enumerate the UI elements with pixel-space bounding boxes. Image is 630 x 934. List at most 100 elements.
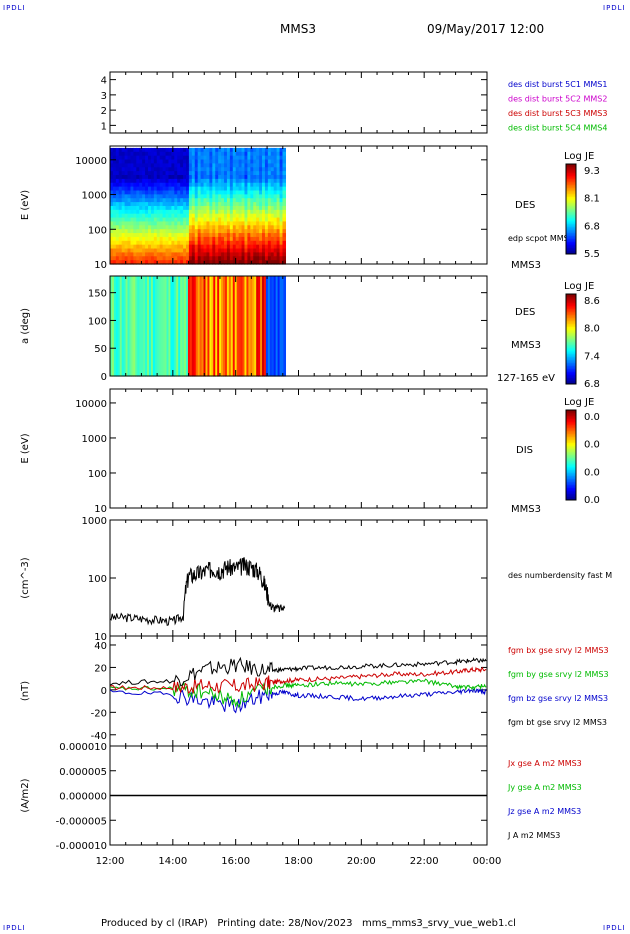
series-label: MMS3	[511, 340, 541, 351]
heatmap-cell	[203, 229, 208, 234]
heatmap-cell	[229, 202, 234, 207]
heatmap-cell	[200, 229, 205, 234]
x-axis: 12:00 14:00 16:00 18:00 20:00 22:00 00:00	[96, 856, 502, 867]
heatmap-cell	[226, 182, 231, 188]
heatmap-cell	[150, 175, 155, 180]
heatmap-cell	[121, 260, 126, 265]
heatmap-cell	[276, 236, 281, 242]
colorbar-cell	[566, 298, 576, 301]
heatmap-cell	[232, 182, 237, 188]
heatmap-cell	[256, 186, 260, 192]
heatmap-cell	[247, 240, 251, 246]
heatmap-cell	[264, 217, 269, 223]
colorbar-cell	[566, 422, 576, 424]
heatmap-cell	[206, 182, 210, 188]
heatmap-cell	[118, 221, 123, 226]
heatmap-cell	[229, 163, 234, 168]
colorbar-cell	[566, 352, 576, 355]
heatmap-cell	[171, 151, 175, 157]
heatmap-cell	[162, 178, 167, 184]
heatmap-cell	[177, 167, 181, 172]
heatmap-cell	[238, 175, 243, 180]
heatmap-cell	[156, 147, 161, 153]
colorbar-cell	[566, 413, 576, 415]
heatmap-cell	[191, 202, 196, 207]
heatmap-cell	[174, 244, 178, 250]
heatmap-cell	[235, 244, 240, 250]
heatmap-cell	[127, 190, 132, 195]
heatmap-cell	[166, 276, 170, 377]
heatmap-cell	[159, 190, 164, 195]
heatmap-cell	[279, 248, 284, 253]
heatmap-cell	[156, 276, 160, 377]
heatmap-cell	[203, 194, 208, 199]
heatmap-cell	[139, 209, 143, 215]
heatmap-cell	[130, 256, 134, 261]
colorbar-cell	[566, 483, 576, 486]
heatmap-cell	[226, 248, 231, 253]
heatmap-cell	[174, 205, 178, 211]
heatmap-cell	[273, 276, 277, 377]
heatmap-cell	[197, 213, 202, 219]
heatmap-cell	[174, 240, 178, 246]
heatmap-cell	[260, 276, 263, 377]
colorbar-cell	[566, 497, 576, 499]
heatmap-cell	[194, 155, 199, 161]
heatmap-cell	[241, 155, 246, 161]
heatmap-cell	[127, 217, 132, 223]
heatmap-cell	[177, 221, 181, 226]
heatmap-cell	[241, 194, 246, 199]
heatmap-cell	[259, 159, 263, 165]
heatmap-cell	[130, 229, 134, 234]
heatmap-cell	[250, 186, 254, 192]
heatmap-cell	[180, 163, 184, 168]
heatmap-cell	[153, 182, 158, 188]
heatmap-cell	[212, 233, 216, 238]
heatmap-cell	[235, 202, 240, 207]
heatmap-cell	[110, 248, 114, 253]
heatmap-cell	[197, 244, 202, 250]
heatmap-cell	[118, 202, 123, 207]
heatmap-cell	[124, 248, 129, 253]
y-tick-label: 50	[94, 344, 107, 355]
heatmap-cell	[194, 159, 199, 165]
heatmap-cell	[136, 229, 140, 234]
heatmap-cell	[168, 194, 172, 199]
x-tick-label: 00:00	[473, 856, 502, 867]
heatmap-cell	[183, 159, 187, 165]
colorbar-cell	[566, 222, 576, 225]
colorbar-cell	[566, 173, 576, 175]
heatmap-cell	[250, 198, 254, 203]
heatmap-cell	[110, 236, 114, 242]
y-axis-title: E (eV)	[20, 433, 31, 463]
heatmap-cell	[139, 229, 143, 234]
heatmap-cell	[186, 182, 190, 188]
y-axis-6: -0.000010-0.0000050.0000000.0000050.0000…	[20, 742, 487, 852]
heatmap-cell	[174, 229, 178, 234]
heatmap-cell	[259, 260, 263, 265]
x-tick-label: 18:00	[284, 856, 313, 867]
heatmap-cell	[224, 221, 228, 226]
heatmap-cell	[224, 167, 228, 172]
colorbar-cell	[566, 476, 576, 478]
heatmap-cell	[124, 233, 129, 238]
heatmap-cell	[267, 182, 272, 188]
heatmap-cell	[262, 186, 266, 192]
heatmap-cell	[235, 209, 240, 215]
heatmap-cell	[162, 167, 167, 172]
heatmap-cell	[238, 236, 243, 242]
colorbar-cell	[566, 328, 576, 331]
heatmap-cell	[206, 236, 210, 242]
heatmap-cell	[282, 213, 287, 219]
heatmap-cell	[235, 151, 240, 157]
heatmap-cell	[279, 217, 284, 223]
heatmap-cell	[148, 186, 152, 192]
heatmap-cell	[183, 248, 187, 253]
heatmap-cell	[250, 260, 254, 265]
colorbar-cell	[566, 363, 576, 365]
heatmap-cell	[262, 198, 266, 203]
heatmap-cell	[112, 244, 117, 250]
heatmap-cell	[171, 205, 175, 211]
colorbar-cell	[566, 492, 576, 495]
